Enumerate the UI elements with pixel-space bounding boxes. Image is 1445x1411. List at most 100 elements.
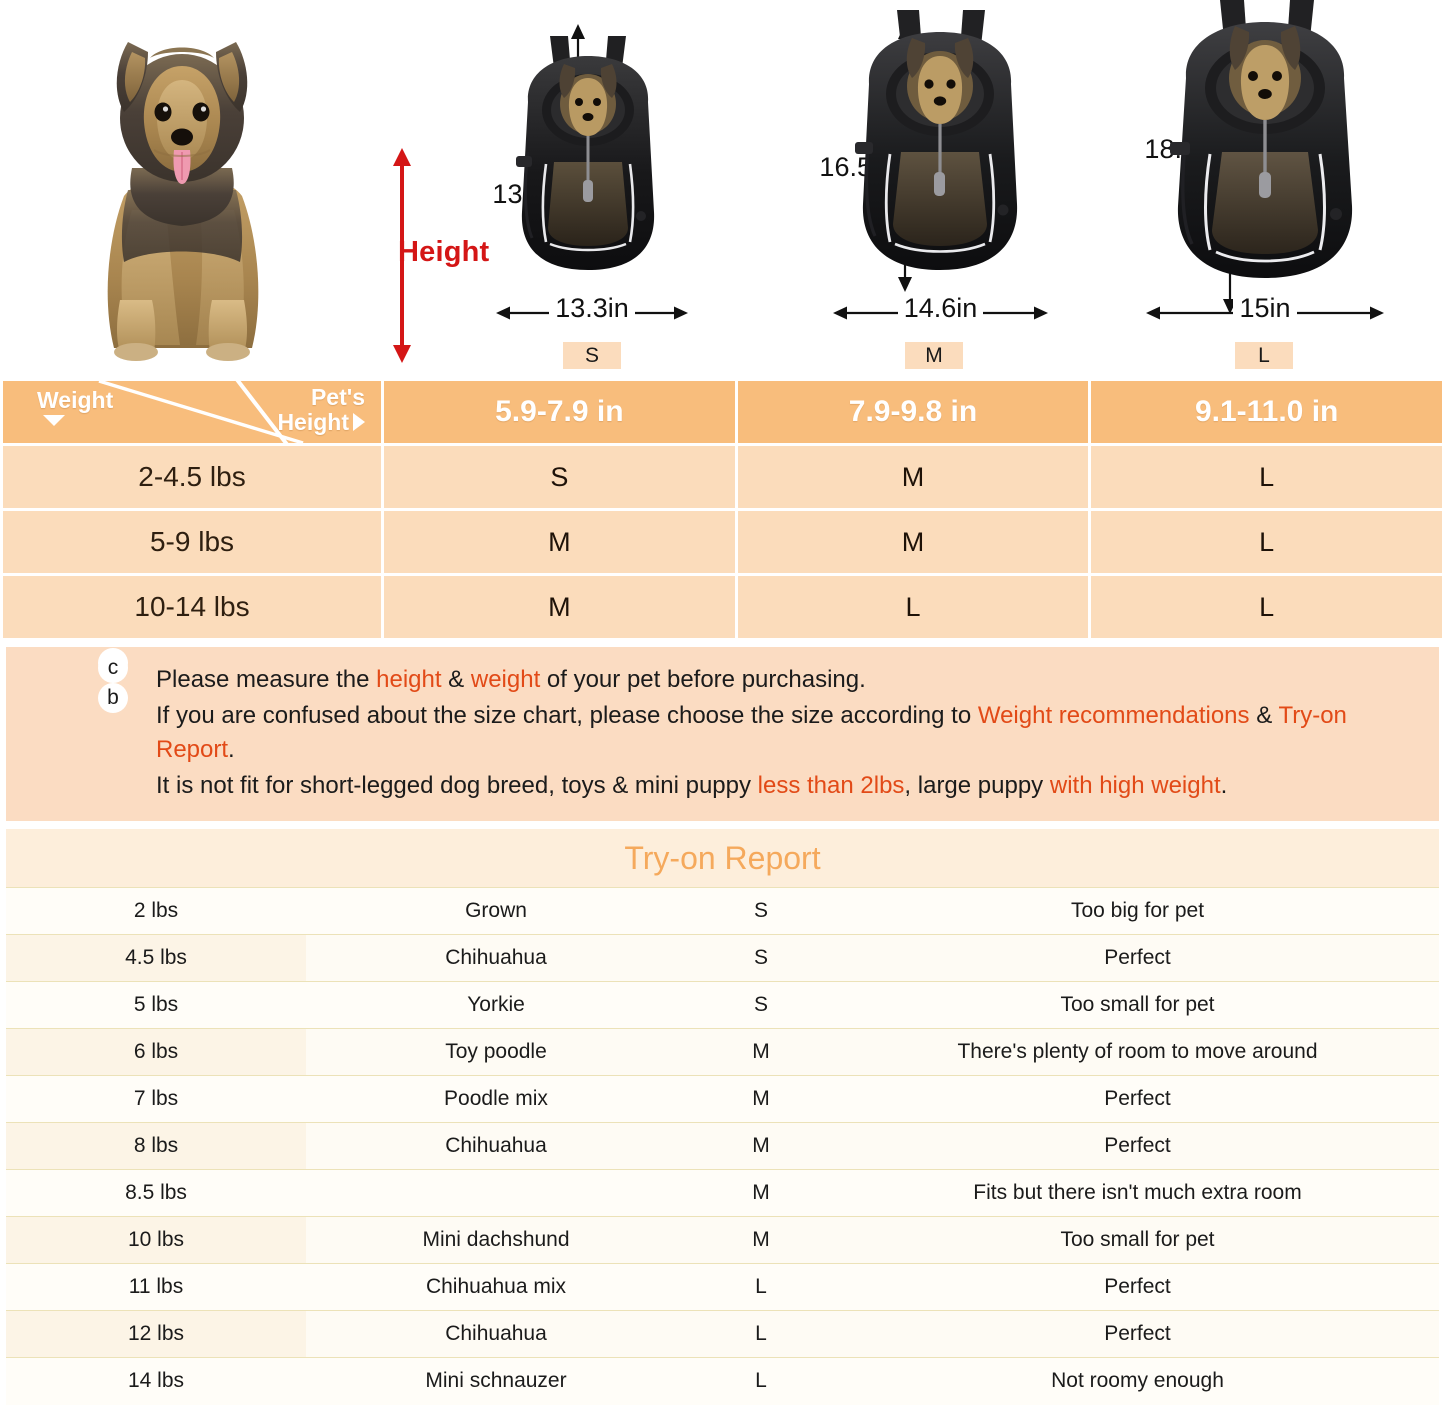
- tryon-size: M: [686, 1075, 836, 1123]
- tryon-weight: 10 lbs: [6, 1216, 306, 1264]
- note-highlight: Try-on Report: [156, 702, 1347, 763]
- tryon-size: M: [686, 1122, 836, 1170]
- product-size-l: 18.5in: [1080, 0, 1420, 378]
- tryon-breed: Grown: [306, 887, 686, 935]
- size-cell-r2c2: M: [737, 511, 1089, 573]
- tryon-size: M: [686, 1216, 836, 1264]
- size-cell-r1c2: M: [737, 446, 1089, 508]
- note-text-a: Please measure the height & weight of yo…: [156, 663, 866, 697]
- size-cell-r2c3: L: [1091, 511, 1442, 573]
- height-range-header-2: 7.9-9.8 in: [737, 381, 1089, 443]
- tryon-weight: 4.5 lbs: [6, 934, 306, 982]
- height-arrow-icon: [393, 148, 411, 363]
- tryon-note: Fits but there isn't much extra room: [836, 1169, 1439, 1217]
- size-chart-header-row: Weight Pet's Height 5.9-7.9 in 7.9-9.8 i…: [3, 381, 1442, 443]
- weight-axis-label: Weight: [37, 387, 113, 426]
- note-row-b: If you are confused about the size chart…: [26, 699, 1421, 767]
- table-row: 7 lbs Poodle mix M Perfect: [6, 1075, 1439, 1123]
- tryon-size: M: [686, 1169, 836, 1217]
- note-text-b: If you are confused about the size chart…: [156, 699, 1421, 767]
- tryon-weight: 7 lbs: [6, 1075, 306, 1123]
- tryon-weight: 8.5 lbs: [6, 1169, 306, 1217]
- tryon-size: S: [686, 934, 836, 982]
- dog-height-indicator: Height: [362, 148, 489, 363]
- s-width-dimension: 13.3in: [496, 293, 688, 330]
- tryon-breed: Mini schnauzer: [306, 1357, 686, 1405]
- height-label: Height: [398, 236, 490, 268]
- size-chart-row: 5-9 lbs M M L: [3, 511, 1442, 573]
- tryon-note: Perfect: [836, 1263, 1439, 1311]
- tryon-weight: 11 lbs: [6, 1263, 306, 1311]
- note-highlight: Weight recommendations: [977, 702, 1250, 729]
- tryon-report-title: Try-on Report: [6, 829, 1439, 887]
- purchase-notes-panel: a b c Please measure the height & weight…: [6, 647, 1439, 821]
- tryon-note: Not roomy enough: [836, 1357, 1439, 1405]
- yorkshire-terrier-photo: [107, 42, 259, 361]
- tryon-weight: 12 lbs: [6, 1310, 306, 1358]
- tryon-report-panel: Try-on Report 2 lbs Grown S Too big for pet…: [6, 829, 1439, 1405]
- note-plain: It is not fit for short-legged dog breed…: [156, 772, 758, 799]
- note-highlight: with high weight: [1049, 772, 1221, 799]
- weight-range-2: 5-9 lbs: [3, 511, 381, 573]
- size-chart-row: 10-14 lbs M L L: [3, 576, 1442, 638]
- tryon-weight: 14 lbs: [6, 1357, 306, 1405]
- l-width-value: 15in: [1233, 293, 1297, 323]
- note-plain: .: [228, 736, 235, 763]
- tryon-weight: 5 lbs: [6, 981, 306, 1029]
- tryon-size: L: [686, 1357, 836, 1405]
- product-size-m: 16.5in: [765, 0, 1085, 378]
- tryon-note: There's plenty of room to move around: [836, 1028, 1439, 1076]
- tryon-breed: [306, 1169, 686, 1217]
- tryon-size: L: [686, 1310, 836, 1358]
- tryon-report-table: 2 lbs Grown S Too big for pet 4.5 lbs Chihuah…: [6, 887, 1439, 1405]
- note-row-c: It is not fit for short-legged dog breed…: [26, 769, 1421, 803]
- tryon-weight: 8 lbs: [6, 1122, 306, 1170]
- size-cell-r1c3: L: [1091, 446, 1442, 508]
- tryon-size: S: [686, 981, 836, 1029]
- table-row: 8 lbs Chihuahua M Perfect: [6, 1122, 1439, 1170]
- note-row-a: Please measure the height & weight of yo…: [26, 663, 1421, 697]
- l-width-dimension: 15in: [1146, 293, 1384, 330]
- pet-carrier-backpack-m: [855, 10, 1018, 270]
- note-plain: &: [441, 666, 471, 693]
- tryon-weight: 6 lbs: [6, 1028, 306, 1076]
- tryon-size: S: [686, 887, 836, 935]
- size-chart-table: Weight Pet's Height 5.9-7.9 in 7.9-9.8 i…: [0, 378, 1445, 641]
- note-plain: of your pet before purchasing.: [540, 666, 866, 693]
- tryon-note: Too big for pet: [836, 887, 1439, 935]
- size-cell-r3c3: L: [1091, 576, 1442, 638]
- note-text-c: It is not fit for short-legged dog breed…: [156, 769, 1227, 803]
- dog-photo-block: Height: [62, 0, 489, 372]
- table-row: 10 lbs Mini dachshund M Too small for pet: [6, 1216, 1439, 1264]
- table-row: 4.5 lbs Chihuahua S Perfect: [6, 934, 1439, 982]
- note-plain: &: [1249, 702, 1279, 729]
- table-row: 8.5 lbs M Fits but there isn't much extra …: [6, 1169, 1439, 1217]
- tryon-note: Perfect: [836, 1075, 1439, 1123]
- size-cell-r3c1: M: [384, 576, 735, 638]
- diagonal-divider-icon: [98, 381, 304, 443]
- m-width-value: 14.6in: [897, 293, 984, 323]
- caret-right-icon: [353, 413, 365, 431]
- s-width-value: 13.3in: [549, 293, 635, 323]
- tryon-breed: Poodle mix: [306, 1075, 686, 1123]
- tryon-note: Too small for pet: [836, 1216, 1439, 1264]
- weight-range-3: 10-14 lbs: [3, 576, 381, 638]
- tryon-size: L: [686, 1263, 836, 1311]
- pet-height-axis-label: Pet's Height: [277, 384, 365, 435]
- tryon-note: Too small for pet: [836, 981, 1439, 1029]
- tryon-breed: Toy poodle: [306, 1028, 686, 1076]
- m-width-dimension: 14.6in: [833, 293, 1048, 330]
- note-bullet-b: b: [98, 683, 128, 713]
- size-chart-corner-cell: Weight Pet's Height: [3, 381, 381, 443]
- note-plain: Please measure the: [156, 666, 377, 693]
- tryon-breed: Yorkie: [306, 981, 686, 1029]
- note-plain: .: [1220, 772, 1228, 799]
- size-badge-l: L: [1235, 342, 1293, 369]
- tryon-note: Perfect: [836, 1310, 1439, 1358]
- tryon-breed: Chihuahua: [306, 1122, 686, 1170]
- tryon-note: Perfect: [836, 1122, 1439, 1170]
- table-row: 5 lbs Yorkie S Too small for pet: [6, 981, 1439, 1029]
- table-row: 14 lbs Mini schnauzer L Not roomy enough: [6, 1357, 1439, 1405]
- note-highlight: less than 2lbs: [757, 772, 905, 799]
- note-highlight: height: [376, 666, 442, 693]
